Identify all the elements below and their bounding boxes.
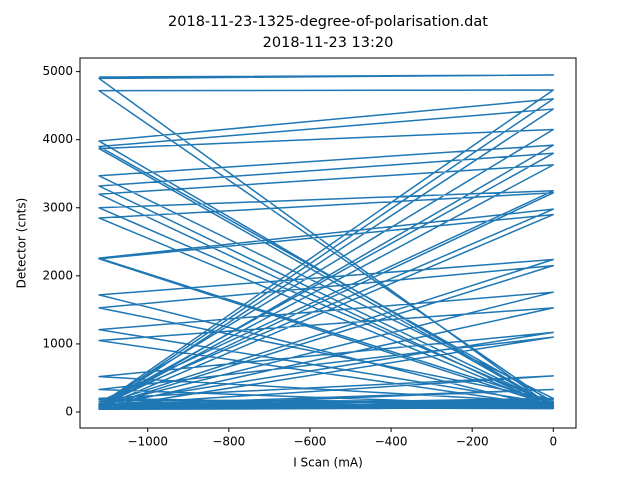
x-axis-label: I Scan (mA) <box>293 456 363 470</box>
x-tick-label: −200 <box>456 435 489 449</box>
x-tick-label: −600 <box>293 435 326 449</box>
x-tick-label: 0 <box>549 435 557 449</box>
y-tick-label: 4000 <box>42 132 73 146</box>
axes-frame <box>79 57 577 429</box>
y-tick-label: 2000 <box>42 268 73 282</box>
y-tick-label: 3000 <box>42 200 73 214</box>
y-tick-label: 5000 <box>42 64 73 78</box>
y-tick-label: 1000 <box>42 336 73 350</box>
chart-title: 2018-11-23-1325-degree-of-polarisation.d… <box>168 14 488 30</box>
x-tick-label: −800 <box>212 435 245 449</box>
data-line <box>98 74 555 411</box>
y-axis-label: Detector (cnts) <box>15 198 29 289</box>
chart-subtitle: 2018-11-23 13:20 <box>263 35 394 51</box>
x-tick-label: −1000 <box>127 435 168 449</box>
x-tick-label: −400 <box>375 435 408 449</box>
plot-area <box>98 74 555 411</box>
y-tick-label: 0 <box>65 405 73 419</box>
